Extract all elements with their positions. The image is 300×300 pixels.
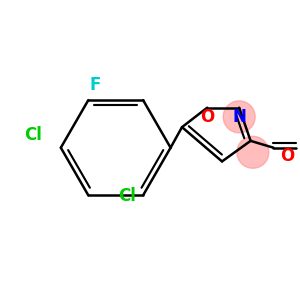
Text: O: O <box>200 108 214 126</box>
Circle shape <box>223 101 255 133</box>
Text: F: F <box>89 76 101 94</box>
Text: Cl: Cl <box>25 126 42 144</box>
Text: O: O <box>280 147 294 165</box>
Text: N: N <box>232 108 246 126</box>
Text: Cl: Cl <box>118 187 136 205</box>
Circle shape <box>237 136 269 168</box>
